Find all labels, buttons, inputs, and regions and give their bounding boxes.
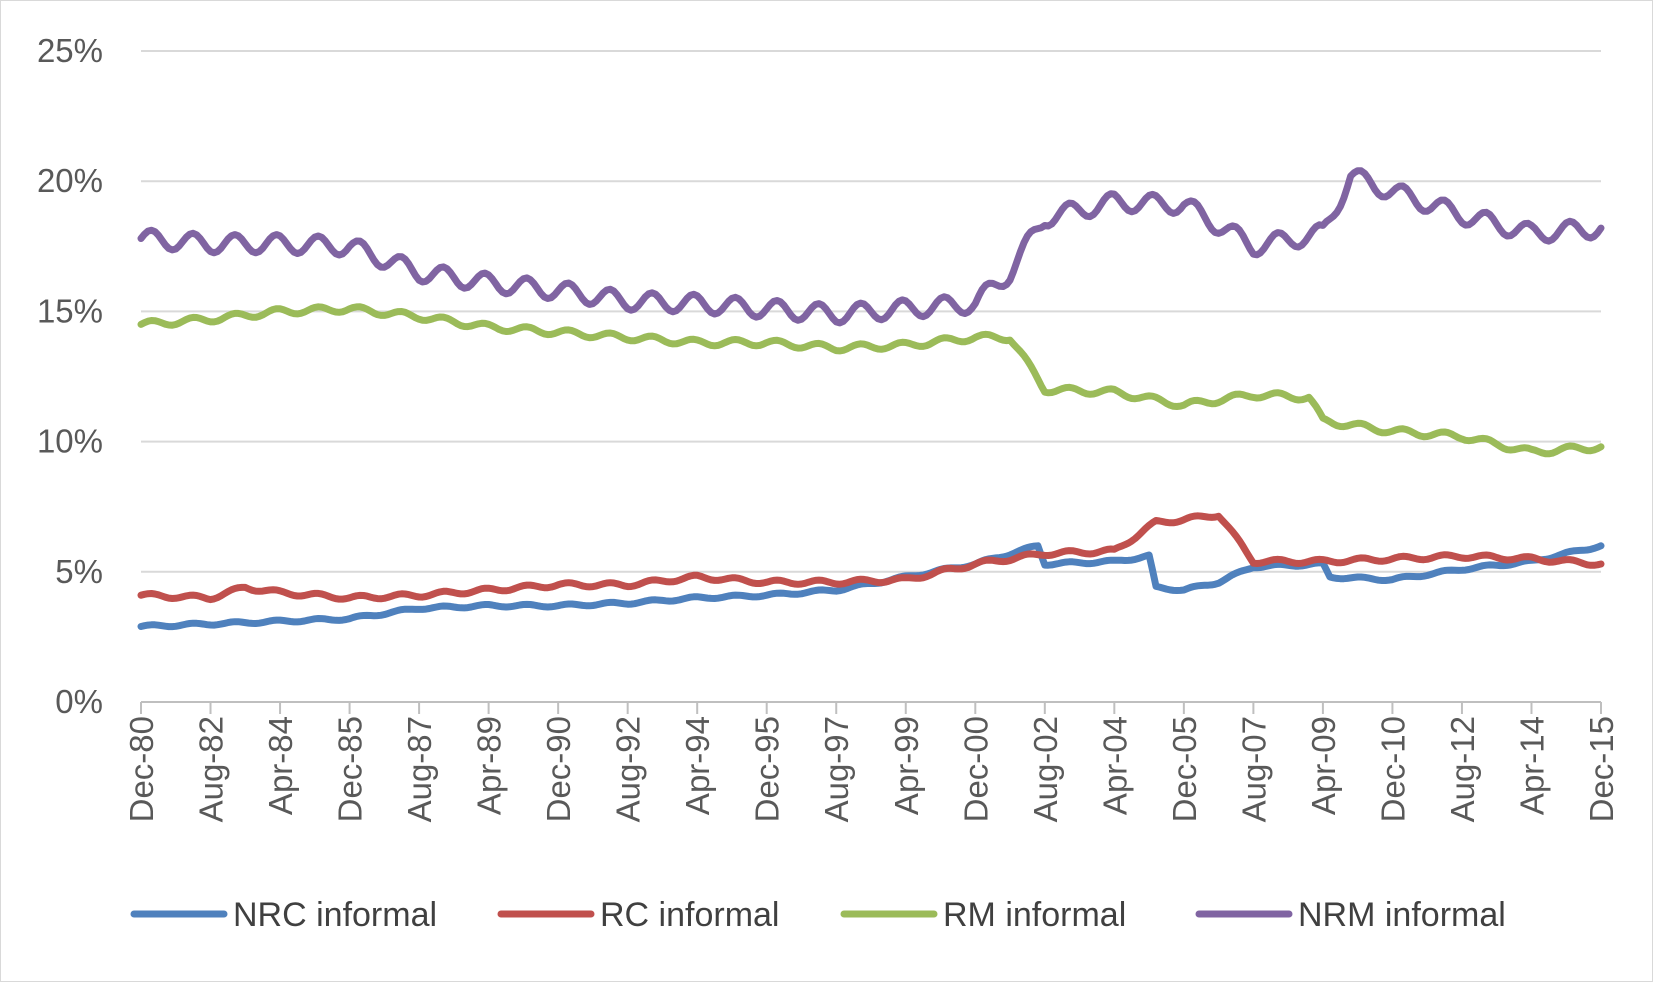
x-tick-label: Dec-80 <box>123 716 160 822</box>
x-tick-label: Aug-02 <box>1027 716 1064 822</box>
series-lines <box>137 167 1605 631</box>
x-axis <box>140 701 1602 714</box>
x-tick-label: Aug-82 <box>193 716 230 822</box>
x-tick-label: Dec-05 <box>1166 716 1203 822</box>
x-tick-label: Dec-15 <box>1583 716 1620 822</box>
legend-label: NRM informal <box>1298 896 1506 934</box>
x-tick-label: Dec-85 <box>332 716 369 822</box>
x-tick-label: Apr-14 <box>1513 716 1550 815</box>
y-tick-label: 20% <box>37 162 103 199</box>
x-tick-label: Dec-90 <box>540 716 577 822</box>
legend: NRC informal RC informal RM informal NRM in… <box>130 896 1506 934</box>
x-axis-tick-labels: Dec-80 Aug-82 Apr-84 Dec-85 Aug-87 Apr-89 Dec-… <box>123 716 1620 822</box>
y-axis-tick-labels: 0% 5% 10% 15% 20% 25% <box>37 32 103 720</box>
y-tick-label: 10% <box>37 423 103 460</box>
x-tick-label: Apr-09 <box>1305 716 1342 815</box>
x-tick-label: Aug-12 <box>1444 716 1481 822</box>
legend-label: RM informal <box>943 896 1126 934</box>
series-line <box>137 167 1605 327</box>
x-tick-label: Apr-94 <box>679 716 716 815</box>
legend-label: NRC informal <box>233 896 437 934</box>
x-tick-label: Aug-97 <box>818 716 855 822</box>
series-line <box>137 303 1605 458</box>
x-tick-label: Apr-04 <box>1096 716 1133 815</box>
x-tick-label: Dec-10 <box>1374 716 1411 822</box>
series-line <box>137 512 1605 604</box>
x-tick-label: Aug-92 <box>610 716 647 822</box>
x-tick-label: Dec-00 <box>957 716 994 822</box>
y-tick-label: 25% <box>37 32 103 69</box>
y-tick-label: 0% <box>55 683 103 720</box>
x-tick-label: Aug-07 <box>1235 716 1272 822</box>
x-tick-label: Apr-89 <box>471 716 508 815</box>
y-tick-label: 5% <box>55 553 103 590</box>
x-tick-label: Dec-95 <box>749 716 786 822</box>
x-tick-label: Apr-99 <box>888 716 925 815</box>
y-tick-label: 15% <box>37 292 103 329</box>
x-tick-label: Aug-87 <box>401 716 438 822</box>
x-tick-label: Apr-84 <box>262 716 299 815</box>
legend-label: RC informal <box>600 896 779 934</box>
